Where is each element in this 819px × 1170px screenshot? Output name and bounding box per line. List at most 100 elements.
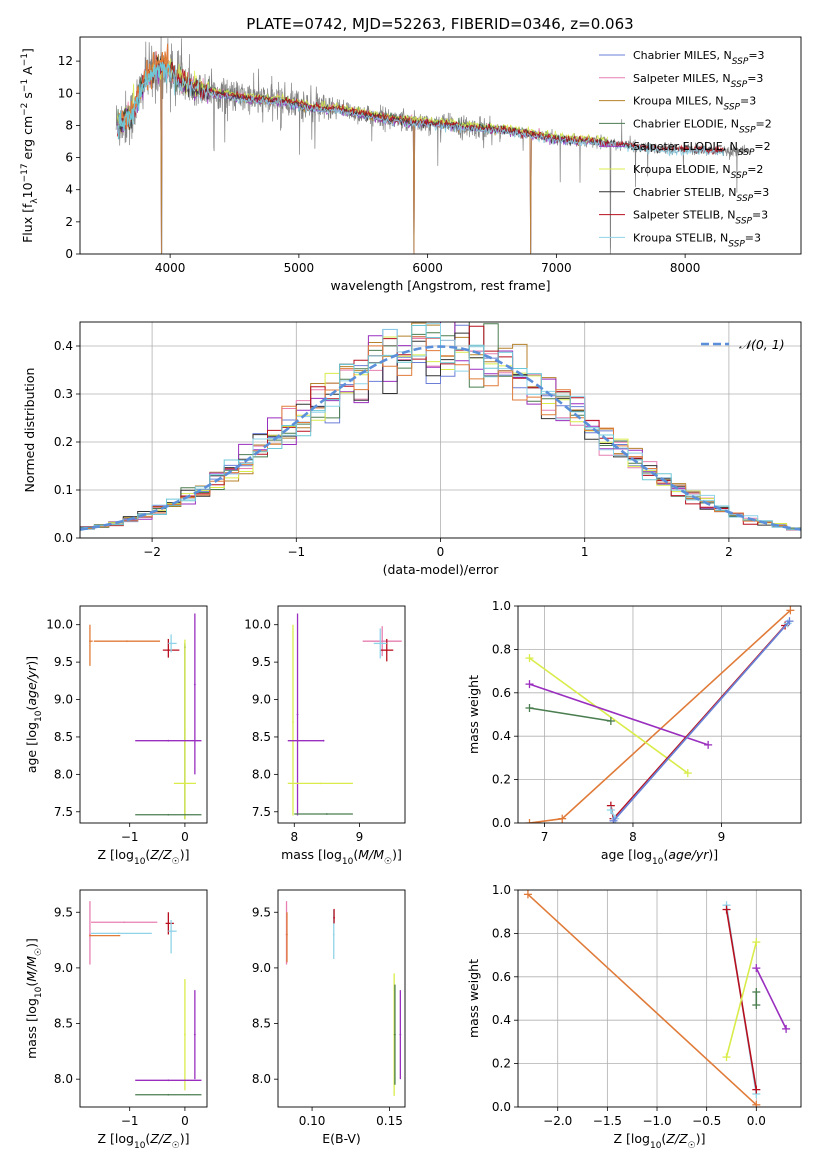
data-point [379,642,382,645]
x-axis-label: mass [log10(M/M☉)] [281,847,402,867]
y-axis-label: mass weight [466,959,481,1038]
data-point [399,1033,402,1036]
y-axis-label: Normed distribution [22,368,37,493]
y-tick-label: 0.0 [54,531,73,545]
x-axis-label: wavelength [Angstrom, rest frame] [330,278,550,293]
data-point [170,642,173,645]
chart-mass_vs_ebv: 0.10 0.15 8.0 8.5 9.0 9.5 E(B-V) [252,889,406,1146]
series-line [529,683,709,746]
axes-frame [79,605,208,824]
label-part: )] [696,1131,706,1146]
chart-mass_vs_Z: −1 08.08.59.09.5Z [log10(Z/Z☉)]mass [log1… [24,889,208,1151]
plot-area [287,613,402,816]
y-tick-label: 9.0 [252,961,271,975]
data-point [184,728,186,731]
axes-frame [277,605,406,824]
x-tick-label: −2.0 [543,1114,572,1128]
y-tick-label: 1.0 [492,883,511,897]
y-tick-label: 0.8 [492,642,511,656]
label-part: Chabrier STELIB, N [633,186,737,199]
y-tick-label: 7.5 [252,805,271,819]
x-tick-label: −1.5 [593,1114,622,1128]
y-tick-label: 0.2 [492,773,511,787]
label-part: −17 [20,163,30,182]
label-part: ( [24,706,39,711]
axes-frame [79,321,802,539]
data-point [381,640,384,643]
y-tick-label: 0.4 [492,1013,511,1027]
data-point [126,640,128,643]
y-tick-label: 9.5 [252,905,271,919]
label-part: 10 [134,857,146,867]
y-tick-label: 0.4 [492,729,511,743]
series-line [755,967,787,1030]
label-part: Normed distribution [22,368,37,493]
y-tick-label: 4 [65,183,73,197]
x-axis-label: Z [log10(Z/Z☉)] [98,1131,190,1151]
y-tick-label: 0.4 [54,339,73,353]
label-part: )] [392,847,402,862]
x-axis-label: Z [log10(Z/Z☉)] [98,847,190,867]
chart-massweight_vs_age: 7 8 9 0.0 0.2 0.4 0.6 0.8 1.0 age [log10(age/yr)]… [466,599,802,867]
plot-area [285,901,402,1096]
x-tick-label: 7 [541,830,549,844]
y-tick-label: 8.0 [252,767,271,781]
label-part: SSP [735,217,752,227]
x-tick-label: −0.5 [692,1114,721,1128]
x-tick-label: 0.0 [747,1114,766,1128]
label-part: Z/Z [149,1131,172,1146]
x-tick-label: 7000 [541,261,572,275]
data-point [167,1079,170,1082]
y-tick-label: 10.0 [244,618,271,632]
label-part: SSP [728,239,745,249]
y-tick-label: 6 [65,151,73,165]
data-point [286,933,288,936]
label-part: ☉ [172,1141,180,1151]
y-tick-label: 8.0 [252,1072,271,1086]
y-tick-label: 8.5 [252,1017,271,1031]
x-tick-label: −1 [121,1114,139,1128]
model-kroupa_miles [116,54,609,254]
data-point [184,782,186,785]
axes-frame [517,889,802,1108]
label-part: =3 [745,231,761,244]
label-part: )] [180,847,190,862]
data-point [193,1033,196,1036]
data-point [325,813,328,815]
label-part: (data-model)/error [383,562,500,577]
series-line [725,941,758,1058]
label-part: age/yr [24,665,39,706]
y-axis-label: Flux [fλ10−17 erg cm−2 s−1 A−1] [20,48,40,243]
y-tick-label: 8.0 [54,767,73,781]
label-part: 10 [134,1141,146,1151]
data-point [167,649,170,652]
data-point [167,739,170,742]
label-part: 10 [650,1141,662,1151]
data-point [332,933,335,936]
label-part: )] [24,656,39,666]
x-tick-label: 2 [725,545,733,559]
x-tick-label: 9 [356,830,364,844]
y-tick-label: 9.0 [252,693,271,707]
y-tick-label: 0.6 [492,686,511,700]
x-tick-label: 8 [290,830,298,844]
y-tick-label: 8.5 [54,730,73,744]
label-part: 10 [34,710,44,722]
x-tick-label: 8000 [670,261,701,275]
label-part: Chabrier ELODIE, N [633,117,739,130]
data-point [319,782,322,785]
chart-massweight_vs_Z: −2.0 −1.5 −1.0 −0.5 0.0 0.0 0.2 0.4 0.6 0.8 1.0 Z [… [466,883,802,1151]
chart-residual_hist: −2 −1 0 1 2 0.0 0.1 0.2 0.3 0.4 (data-model)/error… [22,321,802,577]
plot-area [518,890,801,1107]
x-tick-label: −2 [143,545,161,559]
gaussian-curve [80,345,801,531]
legend-entry: Chabrier MILES, NSSP=3 [633,49,765,67]
label-part: erg cm [20,116,35,164]
label-part: ( [145,1131,150,1146]
y-tick-label: 8 [65,118,73,132]
label-part: wavelength [Angstrom, rest frame] [330,278,550,293]
label-part: A [20,66,35,79]
data-point [123,921,126,924]
x-tick-label: 5000 [284,261,315,275]
